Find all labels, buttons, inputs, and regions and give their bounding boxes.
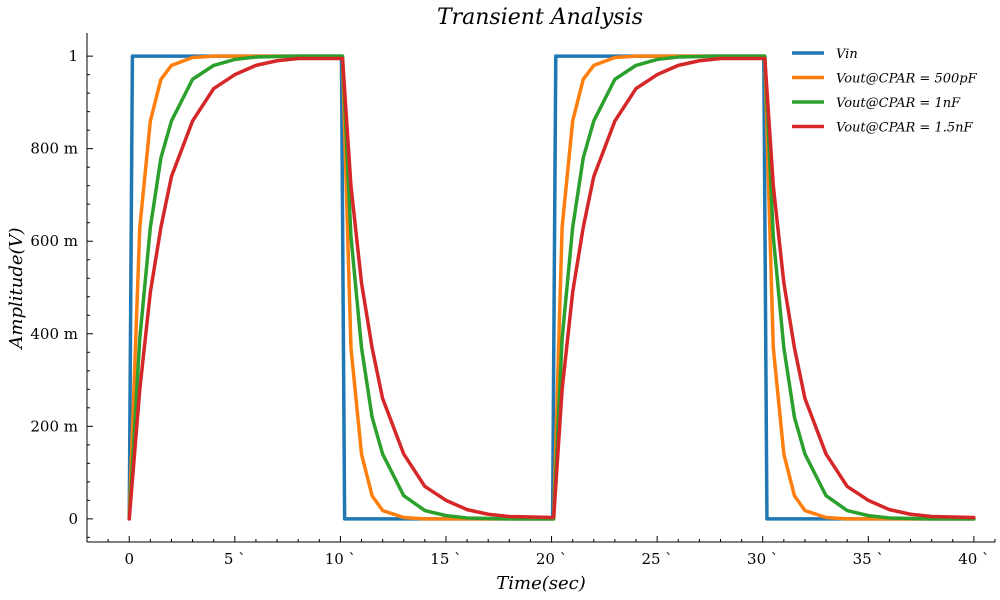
y-tick-label: 600 m — [30, 232, 78, 250]
x-tick-label: 0 — [124, 550, 134, 568]
legend-label: Vout@CPAR = 500pF — [836, 72, 978, 87]
x-tick-label: 15 ` — [430, 550, 461, 568]
y-tick-label: 1 — [68, 47, 78, 65]
x-tick-label: 5 ` — [224, 550, 246, 568]
x-tick-label: 40 ` — [958, 550, 989, 568]
x-tick-label: 25 ` — [641, 550, 672, 568]
y-tick-label: 400 m — [30, 325, 78, 343]
y-ticks: 0 200 m 400 m 600 m 800 m 1 — [30, 47, 93, 538]
legend-label: Vout@CPAR = 1nF — [836, 96, 961, 111]
legend-label: Vin — [836, 47, 858, 62]
x-tick-label: 30 ` — [747, 550, 778, 568]
y-axis-label: Amplitude(V) — [6, 227, 27, 350]
chart-title: Transient Analysis — [437, 5, 643, 30]
legend-label: Vout@CPAR = 1.5nF — [836, 121, 973, 136]
y-tick-label: 0 — [68, 510, 78, 528]
y-tick-label: 800 m — [30, 140, 78, 158]
x-axis-label: Time(sec) — [496, 573, 586, 594]
x-ticks: 0 5 ` 10 ` 15 ` 20 ` 25 ` 30 ` 35 ` 40 ` — [107, 536, 996, 568]
y-tick-label: 200 m — [30, 417, 78, 435]
series-layer — [127, 54, 976, 521]
legend: Vin Vout@CPAR = 500pF Vout@CPAR = 1nF Vout@… — [792, 47, 978, 136]
x-tick-label: 35 ` — [853, 550, 884, 568]
x-tick-label: 10 ` — [325, 550, 356, 568]
series-line-4 — [127, 56, 976, 521]
x-tick-label: 20 ` — [536, 550, 567, 568]
